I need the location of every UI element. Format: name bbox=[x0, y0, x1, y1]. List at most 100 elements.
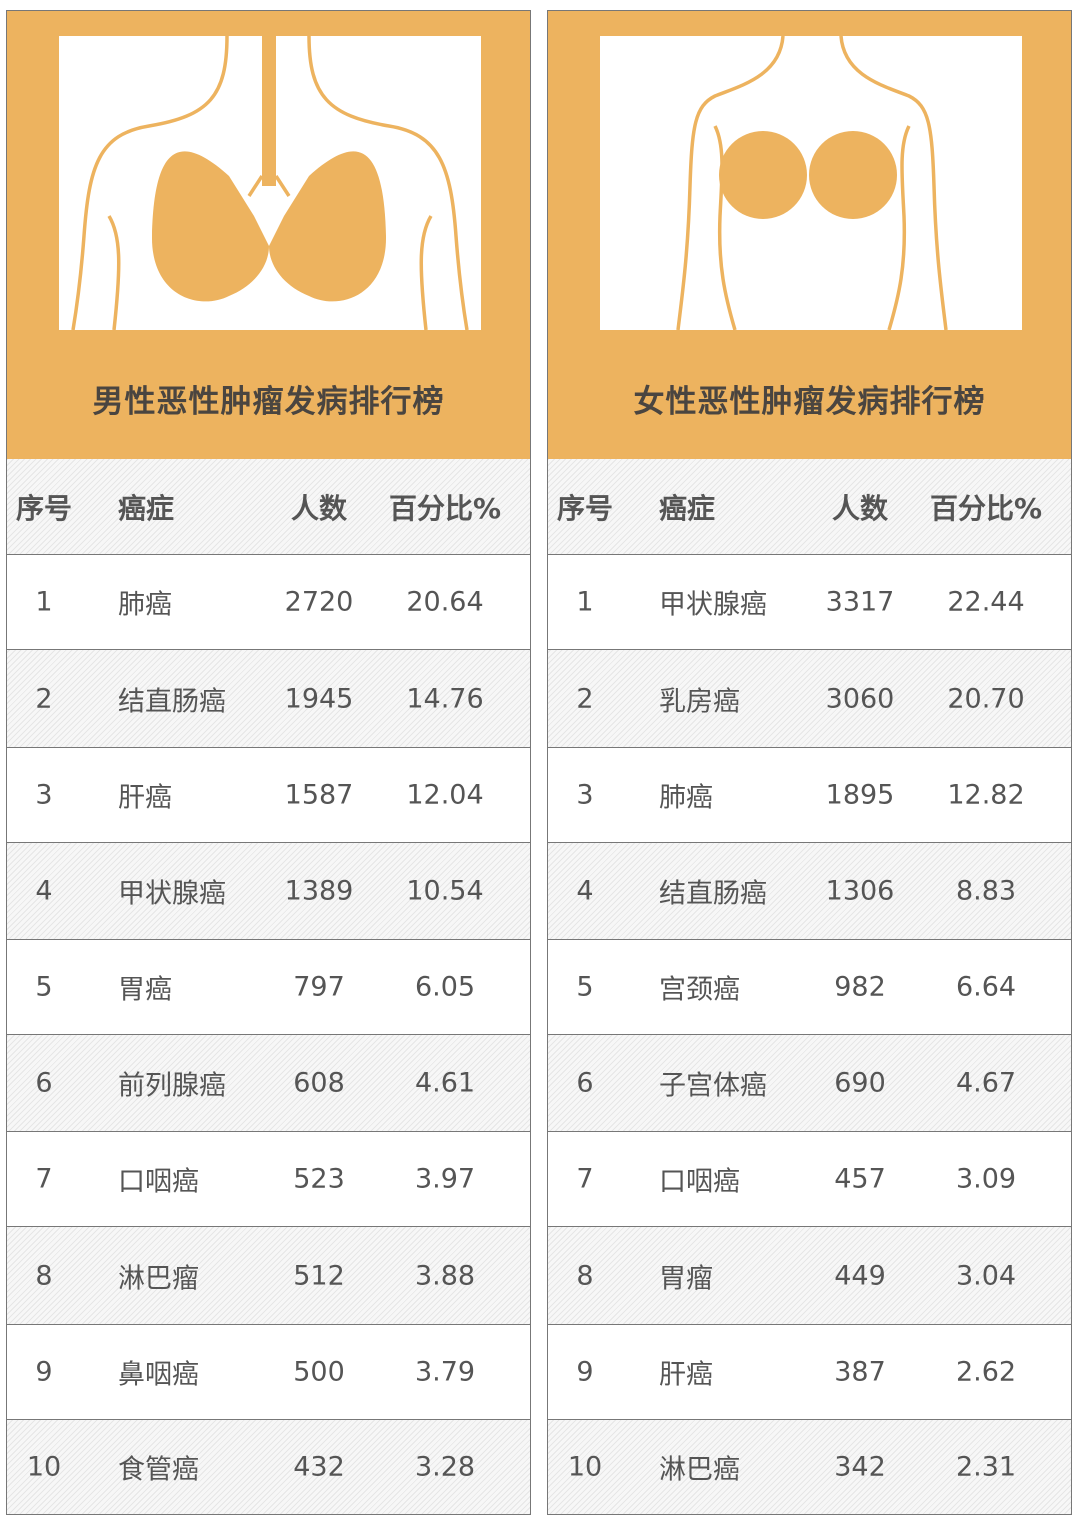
cell-count: 1306 bbox=[825, 875, 895, 907]
cell-percentage: 6.64 bbox=[955, 971, 1017, 1003]
table-row: 7 口咽癌 457 3.09 bbox=[548, 1132, 1071, 1227]
table-header-row: 序号 癌症 人数 百分比% bbox=[7, 459, 530, 555]
table-row: 10 食管癌 432 3.28 bbox=[7, 1420, 530, 1515]
cell-rank: 4 bbox=[576, 875, 594, 907]
female-table-title: 女性恶性肿瘤发病排行榜 bbox=[633, 384, 986, 420]
cell-rank: 8 bbox=[35, 1260, 53, 1291]
cell-rank: 8 bbox=[576, 1260, 594, 1291]
header-cancer-type: 癌症 bbox=[659, 491, 716, 525]
header-count: 人数 bbox=[290, 491, 347, 525]
cell-rank: 7 bbox=[576, 1163, 594, 1195]
cell-rank: 5 bbox=[35, 971, 53, 1003]
table-row: 9 鼻咽癌 500 3.79 bbox=[7, 1325, 530, 1420]
table-row: 6 前列腺癌 608 4.61 bbox=[7, 1035, 530, 1132]
cell-rank: 3 bbox=[35, 779, 53, 811]
cell-percentage: 3.88 bbox=[414, 1260, 476, 1291]
cell-percentage: 20.70 bbox=[947, 683, 1025, 714]
header-cancer-type: 癌症 bbox=[118, 491, 175, 525]
female-cancer-table: 女性恶性肿瘤发病排行榜 序号 癌症 人数 百分比% 1 甲状腺癌 3317 22.44 2 乳房癌… bbox=[547, 10, 1072, 1515]
cell-count: 608 bbox=[293, 1067, 345, 1099]
cell-rank: 6 bbox=[35, 1067, 53, 1099]
cell-cancer-type: 结直肠癌 bbox=[659, 878, 767, 910]
table-row: 9 肝癌 387 2.62 bbox=[548, 1325, 1071, 1420]
table-row: 8 胃瘤 449 3.04 bbox=[548, 1227, 1071, 1325]
cell-rank: 9 bbox=[576, 1356, 594, 1388]
male-cancer-table: 男性恶性肿瘤发病排行榜 序号 癌症 人数 百分比% 1 肺癌 2720 20.64 2 结直肠癌 1… bbox=[6, 10, 531, 1515]
table-header-row: 序号 癌症 人数 百分比% bbox=[548, 459, 1071, 555]
cell-cancer-type: 鼻咽癌 bbox=[118, 1359, 199, 1391]
cell-percentage: 12.04 bbox=[406, 779, 484, 811]
table-row: 7 口咽癌 523 3.97 bbox=[7, 1132, 530, 1227]
cell-rank: 1 bbox=[576, 586, 594, 618]
cell-rank: 2 bbox=[35, 683, 53, 714]
cell-cancer-type: 淋巴瘤 bbox=[118, 1263, 199, 1294]
cell-percentage: 3.79 bbox=[414, 1356, 476, 1388]
cell-count: 342 bbox=[834, 1451, 886, 1483]
cell-percentage: 3.04 bbox=[955, 1260, 1017, 1291]
cell-percentage: 2.62 bbox=[955, 1356, 1017, 1388]
cell-percentage: 8.83 bbox=[955, 875, 1017, 907]
cell-count: 797 bbox=[293, 971, 345, 1003]
table-row: 4 结直肠癌 1306 8.83 bbox=[548, 843, 1071, 940]
header-percentage: 百分比% bbox=[388, 491, 502, 525]
male-torso-lungs-icon bbox=[59, 36, 481, 330]
cell-percentage: 2.31 bbox=[955, 1451, 1017, 1483]
cell-percentage: 12.82 bbox=[947, 779, 1025, 811]
table-row: 3 肝癌 1587 12.04 bbox=[7, 748, 530, 843]
table-row: 1 甲状腺癌 3317 22.44 bbox=[548, 555, 1071, 650]
cell-cancer-type: 胃癌 bbox=[118, 974, 172, 1006]
cell-percentage: 14.76 bbox=[406, 683, 484, 714]
cell-cancer-type: 前列腺癌 bbox=[118, 1070, 226, 1102]
cell-rank: 3 bbox=[576, 779, 594, 811]
cell-cancer-type: 肺癌 bbox=[118, 589, 172, 621]
cell-count: 449 bbox=[834, 1260, 886, 1291]
cell-rank: 10 bbox=[567, 1451, 603, 1483]
cell-rank: 6 bbox=[576, 1067, 594, 1099]
cell-count: 1945 bbox=[284, 683, 354, 714]
table-row: 3 肺癌 1895 12.82 bbox=[548, 748, 1071, 843]
male-header: 男性恶性肿瘤发病排行榜 bbox=[7, 11, 530, 460]
header-percentage: 百分比% bbox=[929, 491, 1043, 525]
cell-count: 523 bbox=[293, 1163, 345, 1195]
cell-count: 2720 bbox=[284, 586, 354, 618]
cell-cancer-type: 肝癌 bbox=[659, 1359, 713, 1391]
table-row: 8 淋巴瘤 512 3.88 bbox=[7, 1227, 530, 1325]
cell-rank: 2 bbox=[576, 683, 594, 714]
cell-rank: 1 bbox=[35, 586, 53, 618]
table-row: 5 胃癌 797 6.05 bbox=[7, 940, 530, 1035]
cell-cancer-type: 肺癌 bbox=[659, 782, 713, 814]
cell-percentage: 3.97 bbox=[414, 1163, 476, 1195]
cell-count: 982 bbox=[834, 971, 886, 1003]
header-count: 人数 bbox=[831, 491, 888, 525]
cell-count: 387 bbox=[834, 1356, 886, 1388]
table-row: 6 子宫体癌 690 4.67 bbox=[548, 1035, 1071, 1132]
cell-rank: 5 bbox=[576, 971, 594, 1003]
cell-cancer-type: 宫颈癌 bbox=[659, 974, 740, 1006]
cell-percentage: 3.09 bbox=[955, 1163, 1017, 1195]
cell-cancer-type: 口咽癌 bbox=[659, 1166, 740, 1198]
cell-count: 1587 bbox=[284, 779, 354, 811]
table-row: 2 乳房癌 3060 20.70 bbox=[548, 650, 1071, 748]
cell-count: 690 bbox=[834, 1067, 886, 1099]
cell-count: 3060 bbox=[825, 683, 895, 714]
cell-rank: 7 bbox=[35, 1163, 53, 1195]
cell-count: 1389 bbox=[284, 875, 354, 907]
table-row: 1 肺癌 2720 20.64 bbox=[7, 555, 530, 650]
cell-cancer-type: 结直肠癌 bbox=[118, 686, 226, 717]
female-torso-breast-icon bbox=[600, 36, 1022, 330]
cell-cancer-type: 淋巴癌 bbox=[659, 1454, 740, 1486]
male-table-title: 男性恶性肿瘤发病排行榜 bbox=[92, 384, 445, 420]
cell-percentage: 6.05 bbox=[414, 971, 476, 1003]
cell-rank: 9 bbox=[35, 1356, 53, 1388]
cell-percentage: 10.54 bbox=[406, 875, 484, 907]
cell-rank: 4 bbox=[35, 875, 53, 907]
cell-percentage: 20.64 bbox=[406, 586, 484, 618]
cell-count: 3317 bbox=[825, 586, 895, 618]
cell-count: 500 bbox=[293, 1356, 345, 1388]
cell-cancer-type: 口咽癌 bbox=[118, 1166, 199, 1198]
table-row: 10 淋巴癌 342 2.31 bbox=[548, 1420, 1071, 1515]
cell-rank: 10 bbox=[26, 1451, 62, 1483]
cell-percentage: 3.28 bbox=[414, 1451, 476, 1483]
cell-cancer-type: 甲状腺癌 bbox=[118, 878, 226, 910]
cell-percentage: 4.61 bbox=[414, 1067, 476, 1099]
